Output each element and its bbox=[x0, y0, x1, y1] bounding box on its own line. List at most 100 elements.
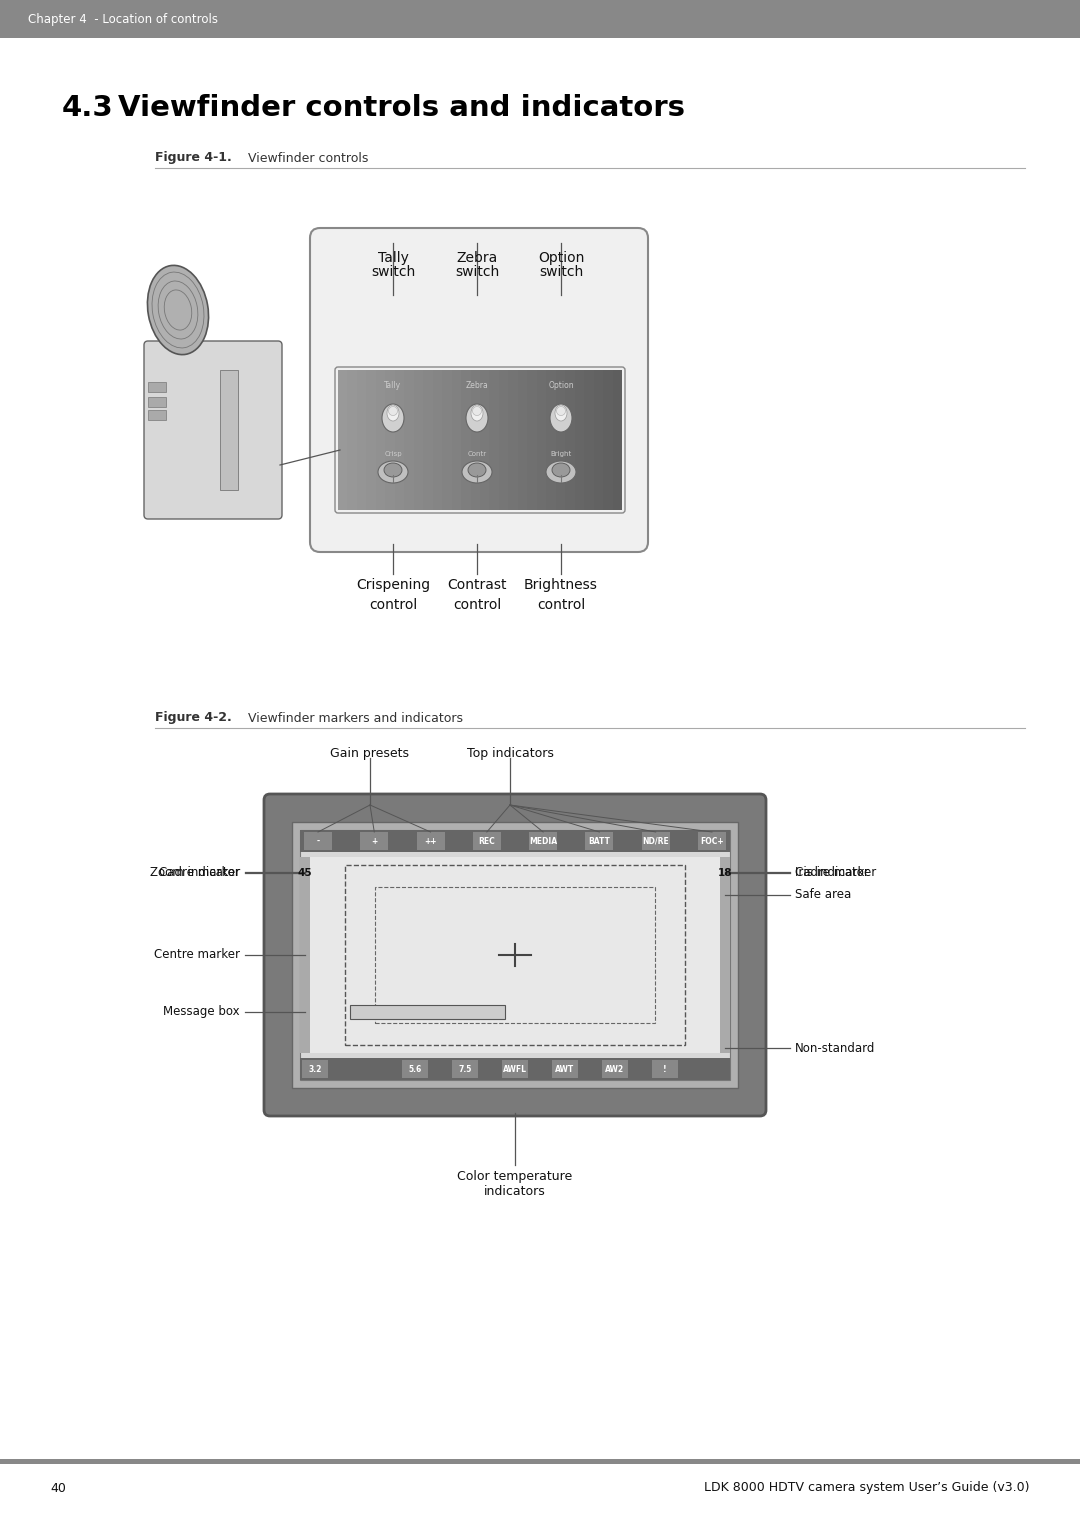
Bar bbox=[453, 1060, 478, 1077]
Text: Tally: Tally bbox=[378, 251, 408, 264]
Text: Iris indicator: Iris indicator bbox=[795, 865, 869, 879]
Ellipse shape bbox=[546, 461, 576, 483]
Bar bbox=[148, 410, 166, 420]
Bar bbox=[612, 370, 622, 510]
Text: Viewfinder controls and indicators: Viewfinder controls and indicators bbox=[118, 95, 685, 122]
Bar bbox=[529, 833, 557, 850]
Text: indicators: indicators bbox=[484, 1186, 545, 1198]
Bar bbox=[471, 370, 480, 510]
Bar bbox=[148, 382, 166, 393]
Text: AW2: AW2 bbox=[606, 1065, 624, 1074]
Text: control: control bbox=[453, 597, 501, 613]
Text: Bright: Bright bbox=[551, 451, 571, 457]
Bar bbox=[220, 370, 238, 490]
Bar bbox=[375, 886, 654, 1024]
Bar bbox=[404, 370, 414, 510]
Text: Contr: Contr bbox=[468, 451, 487, 457]
Bar bbox=[386, 370, 395, 510]
Bar bbox=[499, 370, 509, 510]
Text: !: ! bbox=[663, 1065, 666, 1074]
Bar bbox=[652, 1060, 678, 1077]
Ellipse shape bbox=[148, 266, 208, 354]
Bar bbox=[376, 370, 386, 510]
Bar bbox=[395, 370, 404, 510]
Text: Message box: Message box bbox=[163, 1005, 240, 1019]
Bar bbox=[361, 833, 389, 850]
Text: AWFL: AWFL bbox=[503, 1065, 527, 1074]
Ellipse shape bbox=[550, 403, 572, 432]
Text: 45: 45 bbox=[298, 868, 312, 879]
Text: 5.6: 5.6 bbox=[408, 1065, 421, 1074]
Bar bbox=[350, 1005, 505, 1019]
Text: Crispening: Crispening bbox=[356, 578, 430, 591]
Text: BATT: BATT bbox=[589, 836, 610, 845]
Text: AWT: AWT bbox=[555, 1065, 575, 1074]
Bar bbox=[366, 370, 376, 510]
Ellipse shape bbox=[378, 461, 408, 483]
Text: Crisp: Crisp bbox=[384, 451, 402, 457]
Text: Top indicators: Top indicators bbox=[467, 747, 553, 759]
Circle shape bbox=[389, 406, 397, 416]
Bar bbox=[556, 370, 565, 510]
Text: REC: REC bbox=[478, 836, 496, 845]
Ellipse shape bbox=[382, 403, 404, 432]
Text: ND/RE: ND/RE bbox=[643, 836, 670, 845]
Text: Viewfinder markers and indicators: Viewfinder markers and indicators bbox=[248, 712, 463, 724]
Text: Zebra: Zebra bbox=[465, 380, 488, 390]
Ellipse shape bbox=[462, 461, 492, 483]
Text: Zoom indicator: Zoom indicator bbox=[150, 865, 240, 879]
Bar bbox=[433, 370, 442, 510]
Bar bbox=[417, 833, 445, 850]
Bar bbox=[537, 370, 546, 510]
Ellipse shape bbox=[552, 463, 570, 477]
Text: switch: switch bbox=[539, 264, 583, 280]
Bar bbox=[552, 1060, 578, 1077]
Text: 3.2: 3.2 bbox=[308, 1065, 322, 1074]
Text: control: control bbox=[537, 597, 585, 613]
Text: Cadre marker: Cadre marker bbox=[795, 866, 876, 880]
Text: ++: ++ bbox=[424, 836, 436, 845]
Text: MEDIA: MEDIA bbox=[529, 836, 557, 845]
Bar bbox=[302, 1060, 328, 1077]
Bar bbox=[546, 370, 556, 510]
Bar bbox=[300, 857, 310, 1053]
Bar bbox=[402, 1060, 428, 1077]
Bar bbox=[473, 833, 501, 850]
Text: Zebra: Zebra bbox=[457, 251, 498, 264]
Text: Viewfinder controls: Viewfinder controls bbox=[248, 151, 368, 165]
Text: Gain presets: Gain presets bbox=[330, 747, 409, 759]
Bar bbox=[0, 0, 1080, 38]
Text: switch: switch bbox=[370, 264, 415, 280]
Bar bbox=[509, 370, 518, 510]
Text: Chapter 4  - Location of controls: Chapter 4 - Location of controls bbox=[28, 12, 218, 26]
Text: Option: Option bbox=[549, 380, 573, 390]
Text: switch: switch bbox=[455, 264, 499, 280]
FancyBboxPatch shape bbox=[264, 795, 766, 1115]
Text: Non-standard: Non-standard bbox=[795, 1042, 876, 1054]
Bar bbox=[584, 370, 594, 510]
Bar bbox=[461, 370, 471, 510]
Bar bbox=[300, 1057, 730, 1080]
Bar bbox=[575, 370, 584, 510]
Bar bbox=[148, 397, 166, 406]
Bar bbox=[502, 1060, 528, 1077]
Bar bbox=[310, 857, 720, 1053]
Text: -: - bbox=[316, 836, 320, 845]
Text: FOC+: FOC+ bbox=[700, 836, 724, 845]
Text: Figure 4-1.: Figure 4-1. bbox=[156, 151, 232, 165]
Text: Brightness: Brightness bbox=[524, 578, 598, 591]
Bar bbox=[442, 370, 451, 510]
Text: 18: 18 bbox=[718, 868, 732, 879]
Bar bbox=[594, 370, 603, 510]
Bar bbox=[338, 370, 348, 510]
Text: LDK 8000 HDTV camera system User’s Guide (v3.0): LDK 8000 HDTV camera system User’s Guide… bbox=[704, 1482, 1030, 1494]
Bar bbox=[602, 1060, 627, 1077]
Text: Color temperature: Color temperature bbox=[457, 1170, 572, 1183]
Bar bbox=[585, 833, 613, 850]
Ellipse shape bbox=[387, 405, 399, 422]
Text: control: control bbox=[369, 597, 417, 613]
Ellipse shape bbox=[555, 405, 567, 422]
FancyBboxPatch shape bbox=[310, 228, 648, 552]
Bar bbox=[480, 370, 489, 510]
Text: +: + bbox=[372, 836, 377, 845]
